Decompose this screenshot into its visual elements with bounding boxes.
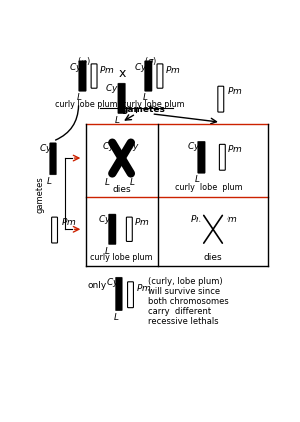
Text: $\it{Pm}$: $\it{Pm}$ <box>222 213 238 224</box>
Text: gametes: gametes <box>35 177 44 214</box>
FancyBboxPatch shape <box>109 214 116 244</box>
Text: $\it{Cy}$: $\it{Cy}$ <box>102 141 115 153</box>
Text: $\it{Cy}$: $\it{Cy}$ <box>39 142 53 155</box>
Text: curly  lobe  plum: curly lobe plum <box>175 184 243 192</box>
Text: $\it{Pm}$: $\it{Pm}$ <box>227 143 243 154</box>
Text: gametes: gametes <box>122 106 166 114</box>
FancyBboxPatch shape <box>50 143 56 175</box>
FancyBboxPatch shape <box>145 61 152 91</box>
Text: $\it{L}$: $\it{L}$ <box>104 176 111 187</box>
Text: x: x <box>118 67 126 80</box>
Text: ($\sigma$): ($\sigma$) <box>144 55 157 67</box>
Text: only: only <box>88 281 107 290</box>
Text: recessive lethals: recessive lethals <box>148 317 218 326</box>
Text: $\it{Cy}$: $\it{Cy}$ <box>98 213 111 226</box>
FancyArrowPatch shape <box>56 106 79 140</box>
FancyBboxPatch shape <box>198 141 205 173</box>
Text: (curly, lobe plum): (curly, lobe plum) <box>148 277 222 286</box>
Text: $\it{Pm}$: $\it{Pm}$ <box>227 85 243 96</box>
Text: $\it{Cy}$: $\it{Cy}$ <box>126 141 140 153</box>
Text: carry  different: carry different <box>148 307 211 316</box>
Text: $\it{Cy}$: $\it{Cy}$ <box>134 61 148 74</box>
Text: $\it{Pm}$: $\it{Pm}$ <box>134 216 150 227</box>
Text: curly lobe plum: curly lobe plum <box>90 253 153 262</box>
Text: $\it{L}$: $\it{L}$ <box>104 245 111 256</box>
Text: $\it{Cy}$: $\it{Cy}$ <box>69 61 82 74</box>
Text: curly lobe plum: curly lobe plum <box>122 100 185 109</box>
Text: both chromosomes: both chromosomes <box>148 297 228 306</box>
Text: $\it{L}$: $\it{L}$ <box>46 175 52 186</box>
FancyBboxPatch shape <box>118 83 125 114</box>
FancyBboxPatch shape <box>52 217 58 243</box>
FancyBboxPatch shape <box>79 61 86 91</box>
Text: $\it{Pm}$: $\it{Pm}$ <box>61 216 76 227</box>
FancyBboxPatch shape <box>91 64 97 88</box>
FancyBboxPatch shape <box>219 144 225 170</box>
Text: $\it{Cy}$: $\it{Cy}$ <box>187 141 200 153</box>
FancyBboxPatch shape <box>116 277 122 311</box>
Text: $\it{Cy}$: $\it{Cy}$ <box>105 82 119 95</box>
Text: $\it{L}$: $\it{L}$ <box>76 92 83 103</box>
FancyBboxPatch shape <box>218 86 224 112</box>
Text: $\it{L}$: $\it{L}$ <box>129 176 136 187</box>
FancyBboxPatch shape <box>126 217 132 241</box>
Text: $\it{L}$: $\it{L}$ <box>194 173 200 184</box>
Text: $\it{Pm}$: $\it{Pm}$ <box>190 213 205 224</box>
Text: dies: dies <box>204 253 222 262</box>
Text: $\it{L}$: $\it{L}$ <box>112 311 119 322</box>
Text: $\it{L}$: $\it{L}$ <box>142 92 148 103</box>
Text: $\it{Cy}$: $\it{Cy}$ <box>106 276 119 289</box>
Text: $\it{Pm}$: $\it{Pm}$ <box>165 64 180 75</box>
FancyBboxPatch shape <box>128 282 134 308</box>
Text: curly lobe plum: curly lobe plum <box>55 100 118 109</box>
Text: $\it{Pm}$: $\it{Pm}$ <box>136 281 152 292</box>
Text: will survive since: will survive since <box>148 287 220 296</box>
Text: dies: dies <box>112 185 131 194</box>
Text: $\it{Pm}$: $\it{Pm}$ <box>99 64 114 75</box>
FancyBboxPatch shape <box>157 64 163 88</box>
Text: $\it{L}$: $\it{L}$ <box>115 114 121 125</box>
Text: ($\wp$): ($\wp$) <box>77 55 91 68</box>
